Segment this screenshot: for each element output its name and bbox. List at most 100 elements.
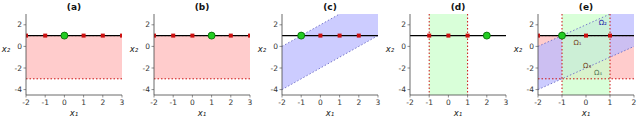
square-point xyxy=(318,34,322,38)
y-tick-label: -4 xyxy=(15,85,23,94)
band-border xyxy=(467,14,468,95)
x-tick-label: 2 xyxy=(228,98,233,107)
square-point xyxy=(229,34,233,38)
y-tick xyxy=(152,46,155,47)
square-point xyxy=(248,34,250,38)
x-tick-label: 1 xyxy=(337,98,342,107)
square-point xyxy=(190,34,194,38)
square-point xyxy=(446,34,450,38)
plot-area xyxy=(282,14,378,90)
band-border xyxy=(154,78,250,79)
x-axis xyxy=(410,95,506,96)
square-point xyxy=(101,34,105,38)
y-tick xyxy=(536,68,539,69)
square-point xyxy=(466,34,470,38)
y-axis xyxy=(26,14,27,95)
y-tick-label: 2 xyxy=(273,20,278,29)
x-axis xyxy=(154,95,250,96)
x-tick-label: -2 xyxy=(406,98,414,107)
x-tick-label: -2 xyxy=(278,98,286,107)
panel-title: (c) xyxy=(323,2,337,12)
y-axis-label: x₂ xyxy=(257,44,267,54)
y-axis-label: x₂ xyxy=(513,44,523,54)
vertical-band xyxy=(429,14,467,95)
x-tick-label: 1 xyxy=(209,98,214,107)
panel: -2-10123-4-202x₁x₂(d) xyxy=(385,2,509,118)
y-tick-label: 0 xyxy=(529,42,534,51)
y-tick-label: -4 xyxy=(527,85,535,94)
x-axis-label: x₁ xyxy=(197,108,206,118)
x-tick-label: 2 xyxy=(484,98,489,107)
plot-area xyxy=(154,32,250,79)
vertical-band xyxy=(562,14,610,95)
y-tick xyxy=(24,46,27,47)
square-point xyxy=(43,34,47,38)
figure: -2-10123-4-202x₁x₂(a)-2-10123-4-202x₁x₂(… xyxy=(0,0,640,119)
x-axis-label: x₁ xyxy=(325,108,334,118)
x-tick-label: 2 xyxy=(100,98,105,107)
region-label: Ω₃ xyxy=(583,62,591,70)
x-tick-label: 1 xyxy=(81,98,86,107)
y-tick-label: 0 xyxy=(145,42,150,51)
region-label: Ω₄ xyxy=(594,69,602,77)
band-border xyxy=(429,14,430,95)
panel: -2-10123-4-202x₁x₂(a) xyxy=(1,2,125,118)
y-tick xyxy=(152,68,155,69)
x-tick-label: 0 xyxy=(190,98,195,107)
diagonal-band xyxy=(282,14,378,90)
band-border xyxy=(154,35,250,36)
square-point xyxy=(584,34,588,38)
square-point xyxy=(427,34,431,38)
square-point xyxy=(82,34,86,38)
x-tick-label: 0 xyxy=(318,98,323,107)
x-axis-label: x₁ xyxy=(69,108,78,118)
x-tick-label: 0 xyxy=(62,98,67,107)
y-tick xyxy=(280,24,283,25)
circle-point xyxy=(208,32,215,39)
y-tick xyxy=(280,68,283,69)
x-tick-label: 0 xyxy=(584,98,589,107)
y-axis-label: x₂ xyxy=(1,44,11,54)
y-tick xyxy=(408,24,411,25)
square-point xyxy=(171,34,175,38)
panel-title: (e) xyxy=(579,2,593,12)
band-border xyxy=(282,36,378,90)
x-tick-label: -1 xyxy=(558,98,566,107)
y-axis-label: x₂ xyxy=(129,44,139,54)
feasible-line xyxy=(282,35,378,36)
band-border xyxy=(282,14,378,46)
y-tick xyxy=(536,46,539,47)
y-tick xyxy=(408,89,411,90)
y-tick-label: 2 xyxy=(529,20,534,29)
y-tick xyxy=(24,89,27,90)
y-axis xyxy=(282,14,283,95)
y-tick-label: -2 xyxy=(15,64,23,73)
panel-title: (a) xyxy=(67,2,81,12)
circle-point xyxy=(298,32,305,39)
circle-point xyxy=(559,32,566,39)
y-tick xyxy=(408,68,411,69)
horizontal-band xyxy=(26,36,122,79)
y-tick-label: -2 xyxy=(271,64,279,73)
y-tick xyxy=(408,46,411,47)
x-tick-label: 2 xyxy=(356,98,361,107)
x-tick-label: 1 xyxy=(465,98,470,107)
y-tick-label: -2 xyxy=(527,64,535,73)
band-border xyxy=(26,78,122,79)
y-tick-label: -4 xyxy=(399,85,407,94)
square-point xyxy=(338,34,342,38)
feasible-line xyxy=(410,35,506,36)
x-tick-label: 3 xyxy=(120,98,125,107)
y-tick-label: 2 xyxy=(17,20,22,29)
band-border xyxy=(562,14,563,95)
y-tick xyxy=(152,24,155,25)
x-tick-label: 1 xyxy=(608,98,613,107)
horizontal-band xyxy=(154,36,250,79)
panel: Ω₂Ω₁Ω₃Ω₄-2-1012-4-202x₁x₂(e) xyxy=(513,2,637,118)
band-border xyxy=(26,35,122,36)
x-axis-label: x₁ xyxy=(453,108,462,118)
plot-area xyxy=(410,14,506,95)
feasible-line xyxy=(26,35,122,36)
band-border xyxy=(538,14,634,46)
y-tick-label: 0 xyxy=(273,42,278,51)
